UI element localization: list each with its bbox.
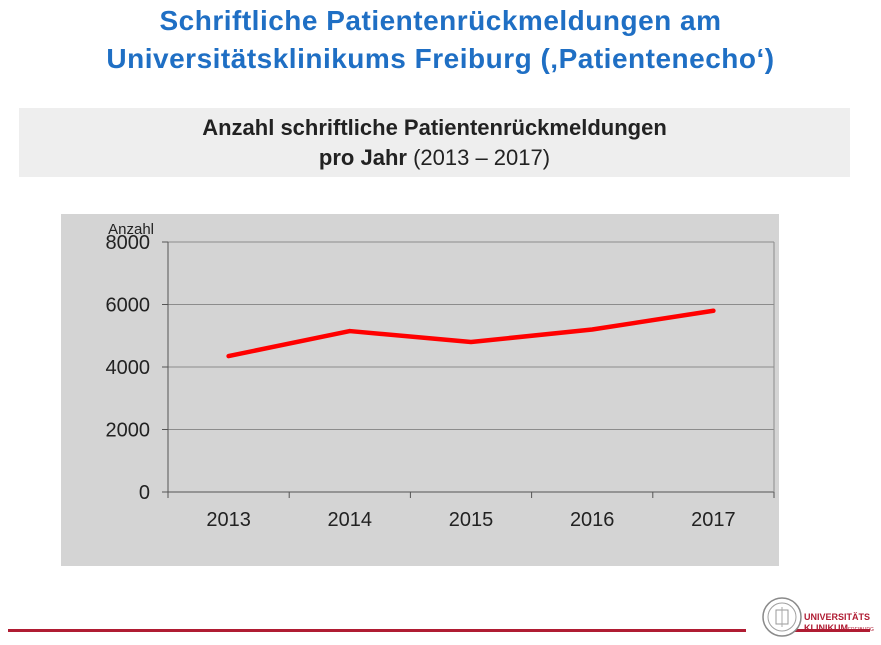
x-tick-label: 2014: [328, 509, 373, 531]
y-tick-label: 8000: [106, 232, 151, 254]
data-point: [590, 328, 594, 331]
line-chart: 0 2000 4000 6000 8000 Anzahl 2013 2014 2015 2016 2…: [61, 214, 779, 566]
slide-title: Schriftliche Patientenrückmeldungen am U…: [0, 2, 881, 78]
chart-heading-bold: pro Jahr: [318, 145, 407, 170]
x-tick-label: 2015: [449, 509, 494, 531]
footer-divider: [8, 629, 746, 632]
x-tick-label: 2017: [691, 509, 736, 531]
logo-text-1: UNIVERSITÄTS: [804, 612, 870, 622]
x-tick-label: 2013: [206, 509, 251, 531]
y-tick-label: 6000: [106, 295, 151, 317]
data-point: [348, 329, 352, 333]
data-point: [227, 354, 231, 358]
y-tick-label: 2000: [106, 420, 151, 442]
data-point: [711, 309, 715, 313]
logo-text-3: FREIBURG: [848, 627, 874, 633]
slide-title-line-2: Universitätsklinikums Freiburg (‚Patient…: [106, 43, 775, 74]
slide-title-line-1: Schriftliche Patientenrückmeldungen am: [159, 5, 722, 36]
series-line: [226, 308, 716, 359]
chart-heading-range: (2013 – 2017): [406, 145, 551, 170]
university-hospital-logo: UNIVERSITÄTS KLINIKUM FREIBURG: [760, 594, 876, 640]
chart-heading-line-1: Anzahl schriftliche Patientenrückmeldung…: [202, 115, 667, 140]
logo-text-2: KLINIKUM: [804, 623, 848, 633]
y-tick-label: 0: [139, 482, 150, 504]
data-point: [469, 340, 473, 344]
seal-icon: UNIVERSITÄTS KLINIKUM FREIBURG: [762, 597, 874, 637]
x-tick-label: 2016: [570, 509, 615, 531]
y-axis-label: Anzahl: [108, 221, 154, 238]
chart-heading-line-2: pro Jahr (2013 – 2017): [19, 143, 850, 173]
chart-heading-box: Anzahl schriftliche Patientenrückmeldung…: [19, 108, 850, 177]
footer-divider-right: [790, 629, 870, 632]
y-tick-label: 4000: [106, 357, 151, 379]
